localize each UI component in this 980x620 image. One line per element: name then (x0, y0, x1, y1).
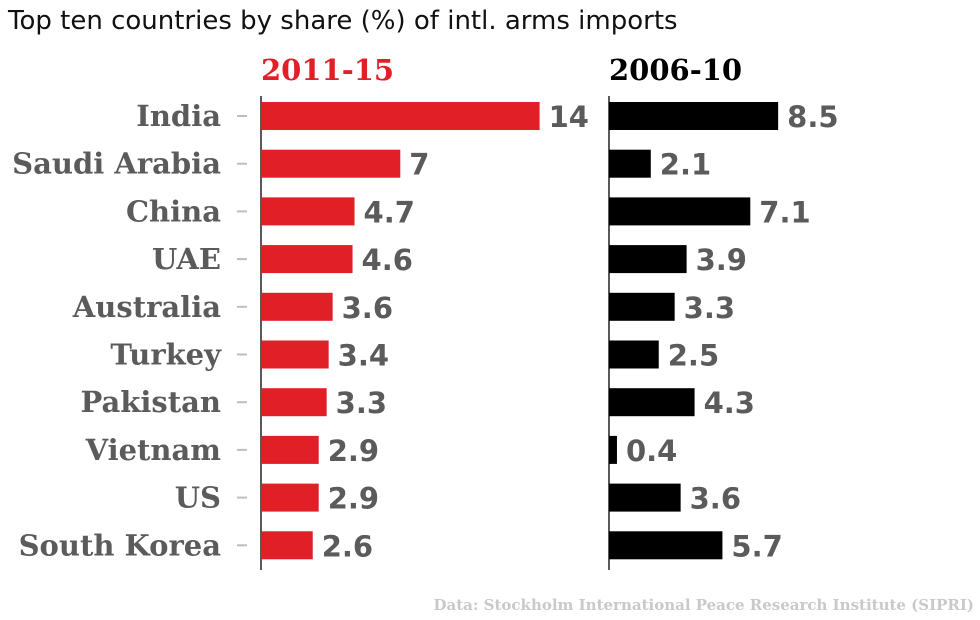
bar-value-label: 2.6 (322, 529, 373, 563)
bar (609, 483, 681, 512)
bar-value-label: 5.7 (731, 529, 782, 563)
category-label: Vietnam (85, 433, 222, 467)
bar (609, 149, 651, 178)
bar-value-label: 2.9 (328, 482, 379, 516)
series-header: 2006-10 (609, 53, 742, 87)
bar-value-label: 2.9 (328, 434, 379, 468)
bar (609, 245, 687, 274)
category-label: China (126, 194, 221, 228)
bar (261, 388, 327, 417)
bar (261, 245, 353, 274)
bar-value-label: 3.6 (690, 482, 741, 516)
bar-value-label: 3.3 (684, 291, 735, 325)
category-label: Saudi Arabia (12, 147, 221, 181)
bar (261, 197, 355, 226)
bar (261, 483, 319, 512)
bar (609, 102, 779, 130)
category-label: India (136, 99, 221, 133)
bar-value-label: 4.3 (704, 386, 755, 420)
bar (609, 197, 751, 226)
bar (261, 102, 540, 130)
bar (609, 531, 723, 560)
series-header: 2011-15 (261, 53, 394, 87)
bar-value-label: 7 (409, 148, 429, 182)
bar-value-label: 3.9 (696, 243, 747, 277)
chart-title: Top ten countries by share (%) of intl. … (8, 6, 678, 36)
bar (261, 531, 313, 560)
bar (261, 149, 401, 178)
bar-value-label: 3.6 (342, 291, 393, 325)
bar (609, 292, 675, 321)
bar (609, 388, 695, 417)
bar-value-label: 4.6 (362, 243, 413, 277)
bar-value-label: 2.1 (660, 148, 711, 182)
category-label: Australia (72, 290, 221, 324)
bar-value-label: 8.5 (787, 100, 838, 134)
bar (261, 435, 319, 464)
source-note: Data: Stockholm International Peace Rese… (433, 596, 974, 614)
bar-value-label: 2.5 (668, 339, 719, 373)
category-label: South Korea (19, 528, 222, 562)
bar (609, 435, 617, 464)
bar-value-label: 0.4 (626, 434, 677, 468)
bar (261, 292, 333, 321)
category-label: Turkey (110, 338, 222, 372)
category-label: UAE (152, 242, 221, 276)
bar-value-label: 7.1 (759, 195, 810, 229)
category-label: Pakistan (80, 385, 221, 419)
bar-value-label: 3.4 (338, 339, 389, 373)
bar-value-label: 3.3 (336, 386, 387, 420)
bar-value-label: 4.7 (364, 195, 415, 229)
bar (261, 340, 329, 369)
category-label: US (175, 481, 221, 515)
bar-value-label: 14 (549, 100, 589, 134)
bar (609, 340, 659, 369)
